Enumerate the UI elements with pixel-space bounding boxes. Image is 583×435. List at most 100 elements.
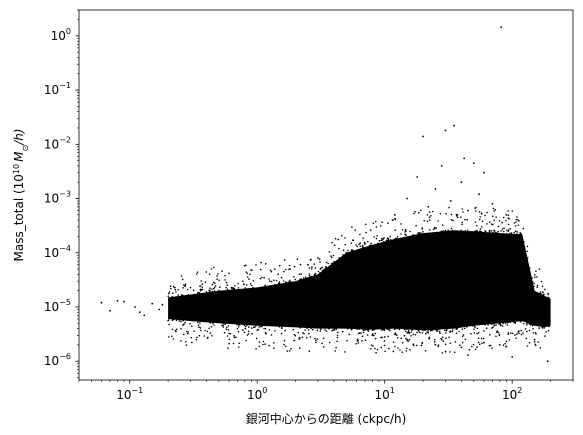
scatter-speckle — [337, 238, 340, 241]
scatter-speckle — [380, 329, 383, 331]
scatter-speckle — [486, 211, 489, 214]
scatter-speckle — [208, 289, 210, 292]
scatter-speckle — [331, 241, 333, 244]
scatter-speckle — [437, 220, 439, 222]
scatter-speckle — [228, 272, 230, 275]
scatter-speckle — [513, 231, 515, 234]
scatter-speckle — [247, 333, 250, 335]
scatter-speckle — [268, 344, 271, 347]
scatter-speckle — [199, 290, 202, 292]
scatter-speckle — [426, 220, 429, 223]
scatter-speckle — [487, 324, 489, 326]
scatter-speckle — [255, 337, 258, 340]
scatter-speckle — [516, 233, 518, 235]
x-tick-label: 101 — [375, 386, 395, 402]
scatter-speckle — [450, 227, 453, 230]
scatter-speckle — [461, 341, 464, 344]
scatter-speckle — [328, 328, 330, 330]
scatter-point — [158, 308, 161, 311]
scatter-speckle — [383, 344, 386, 347]
scatter-speckle — [416, 344, 418, 347]
scatter-speckle — [180, 340, 182, 342]
scatter-speckle — [243, 283, 245, 286]
scatter-speckle — [481, 342, 483, 345]
scatter-speckle — [405, 230, 407, 232]
scatter-speckle — [431, 329, 433, 332]
scatter-speckle — [462, 334, 465, 336]
scatter-speckle — [504, 322, 507, 325]
scatter-speckle — [535, 344, 537, 347]
scatter-speckle — [227, 329, 230, 331]
scatter-speckle — [224, 323, 226, 326]
scatter-speckle — [255, 348, 257, 350]
scatter-speckle — [262, 343, 264, 346]
scatter-speckle — [436, 330, 438, 333]
scatter-speckle — [492, 231, 495, 234]
scatter-speckle — [228, 332, 230, 335]
scatter-speckle — [243, 331, 246, 334]
scatter-speckle — [294, 278, 297, 281]
scatter-speckle — [211, 334, 213, 337]
scatter-speckle — [260, 268, 262, 271]
scatter-point — [449, 200, 452, 202]
scatter-speckle — [242, 329, 244, 331]
scatter-speckle — [170, 287, 172, 290]
scatter-speckle — [302, 277, 305, 279]
scatter-speckle — [237, 323, 240, 326]
scatter-speckle — [355, 244, 357, 246]
scatter-speckle — [478, 211, 481, 213]
scatter-speckle — [197, 324, 200, 327]
scatter-speckle — [531, 277, 533, 280]
scatter-speckle — [468, 348, 471, 351]
scatter-speckle — [495, 335, 497, 338]
scatter-speckle — [308, 267, 311, 269]
scatter-speckle — [235, 336, 237, 339]
scatter-speckle — [500, 230, 502, 232]
scatter-speckle — [214, 282, 216, 285]
scatter-speckle — [200, 329, 202, 332]
scatter-speckle — [328, 341, 331, 344]
scatter-speckle — [445, 337, 447, 340]
scatter-speckle — [182, 287, 184, 289]
scatter-speckle — [507, 214, 510, 216]
scatter-speckle — [434, 227, 436, 230]
scatter-speckle — [262, 340, 265, 343]
scatter-speckle — [428, 337, 431, 340]
scatter-speckle — [405, 350, 408, 352]
scatter-speckle — [388, 347, 390, 350]
scatter-speckle — [167, 336, 170, 338]
scatter-speckle — [341, 235, 343, 237]
scatter-point — [498, 344, 501, 346]
scatter-speckle — [375, 237, 378, 240]
scatter-speckle — [229, 333, 232, 335]
scatter-point — [393, 214, 396, 216]
scatter-speckle — [480, 213, 483, 215]
scatter-speckle — [516, 333, 518, 335]
scatter-speckle — [518, 330, 520, 332]
scatter-speckle — [331, 256, 333, 259]
scatter-speckle — [269, 269, 272, 272]
scatter-speckle — [316, 329, 319, 332]
y-axis-label: Mass_total (1010M⊙/h) — [12, 128, 30, 261]
scatter-speckle — [251, 269, 253, 272]
scatter-speckle — [387, 239, 389, 242]
scatter-speckle — [212, 281, 215, 284]
scatter-speckle — [428, 216, 431, 218]
scatter-speckle — [356, 338, 359, 341]
scatter-speckle — [494, 231, 497, 234]
scatter-speckle — [451, 330, 454, 333]
scatter-speckle — [197, 321, 199, 324]
scatter-speckle — [548, 325, 550, 328]
scatter-speckle — [501, 228, 504, 230]
scatter-speckle — [244, 327, 247, 330]
scatter-speckle — [209, 287, 211, 290]
scatter-speckle — [277, 273, 280, 276]
scatter-speckle — [374, 220, 377, 223]
scatter-speckle — [281, 326, 283, 329]
scatter-speckle — [510, 232, 513, 234]
scatter-speckle — [526, 322, 528, 325]
scatter-speckle — [493, 210, 495, 212]
scatter-speckle — [501, 221, 504, 224]
scatter-speckle — [400, 233, 402, 235]
scatter-speckle — [459, 216, 462, 218]
